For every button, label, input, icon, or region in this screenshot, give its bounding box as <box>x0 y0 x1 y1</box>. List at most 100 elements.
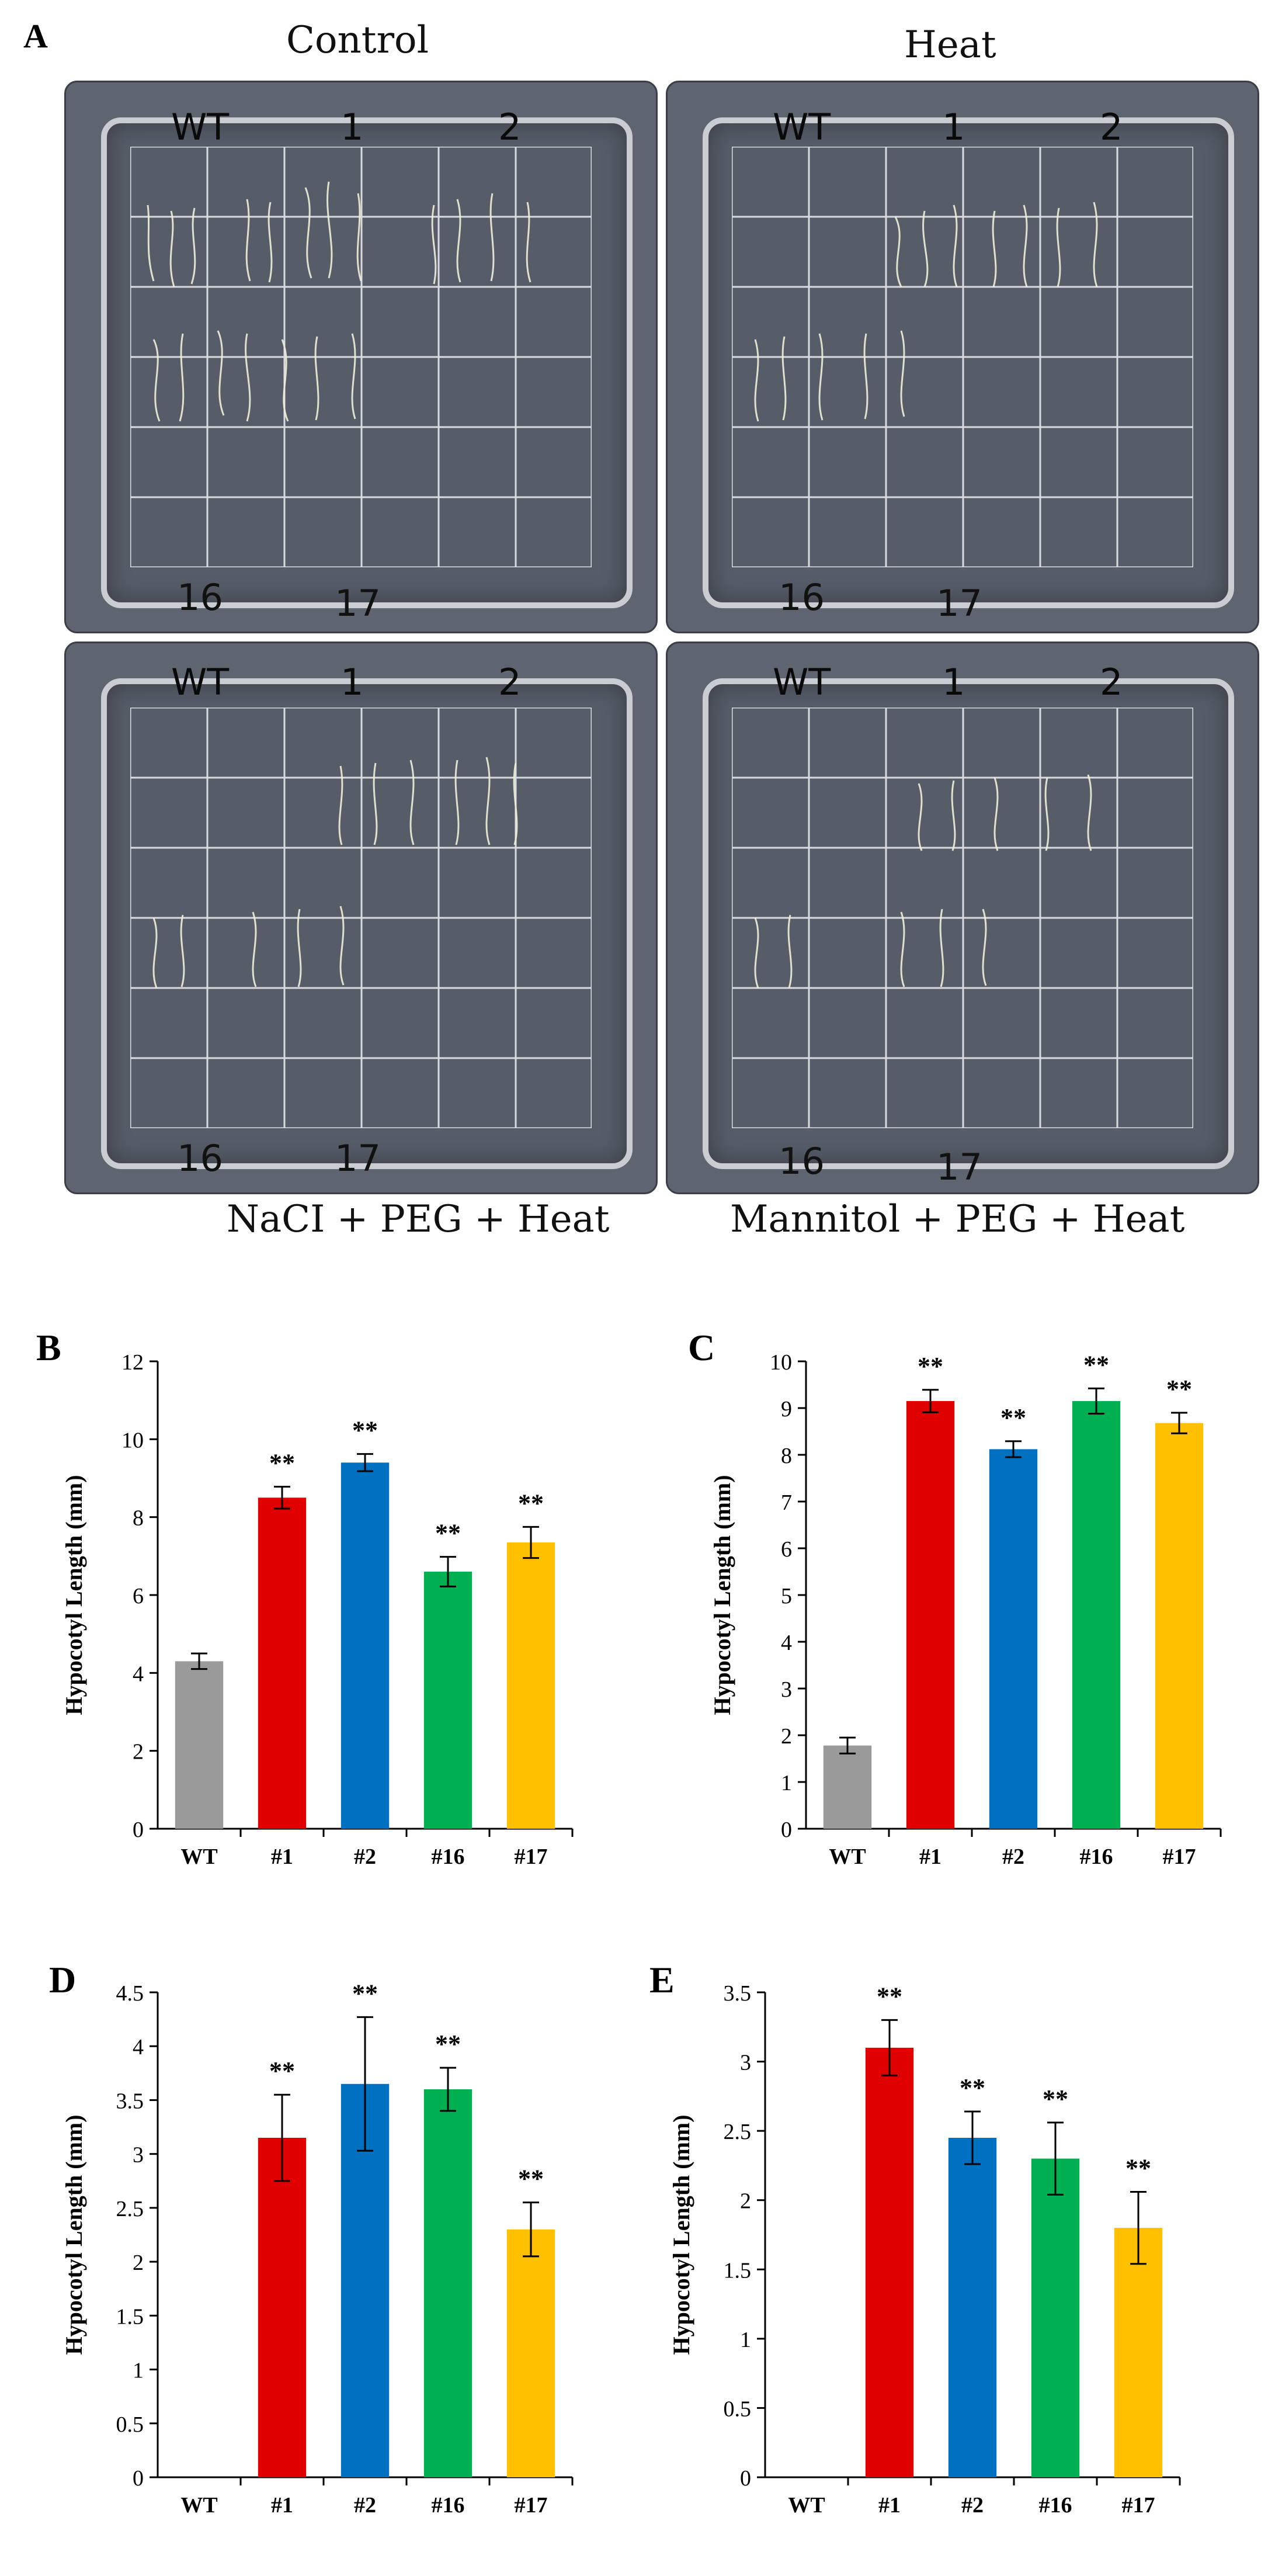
x-tick-label: #17 <box>515 1845 548 1869</box>
y-tick-label: 1 <box>740 2328 751 2352</box>
plate-dish <box>703 678 1234 1169</box>
y-axis-label: Hypocotyl Length (mm) <box>61 2114 87 2355</box>
x-tick-label: #1 <box>919 1845 942 1869</box>
y-tick-label: 3.5 <box>116 2089 144 2113</box>
y-tick-label: 12 <box>121 1350 144 1375</box>
y-tick-label: 2 <box>133 1740 144 1764</box>
bar-line-16 <box>1031 2158 1080 2477</box>
x-tick-label: WT <box>829 1845 866 1869</box>
chart-panel-c: Hypocotyl Length (mm) 0 1 2 3 4 5 6 7 8 9 10 WT #1 ** #… <box>709 1350 1222 1869</box>
y-tick-label: 4.5 <box>116 1981 144 2006</box>
y-tick-label: 0.5 <box>116 2412 144 2437</box>
bar-line-16 <box>423 2089 473 2477</box>
y-tick-label: 4 <box>781 1631 792 1655</box>
plate-grid-lines <box>732 708 1193 1128</box>
plate-photo-grid: WT 1 2 16 17 WT 1 2 16 17 <box>64 63 1273 1208</box>
chart-panel-d: Hypocotyl Length (mm) 0 0.5 1 1.5 2 2.5 3 3.5 4 4.… <box>61 1979 574 2518</box>
y-tick-label: 4 <box>133 2035 144 2060</box>
bar-line-1 <box>258 2138 307 2477</box>
bar-line-1 <box>865 2047 914 2477</box>
y-tick-label: 9 <box>781 1397 792 1422</box>
plate-label-line-2: 2 <box>1100 106 1123 148</box>
chart-panel-b: Hypocotyl Length (mm) 0 2 4 6 8 10 12 WT #1 ** #2 **… <box>61 1350 574 1869</box>
plate-label-line-17: 17 <box>936 582 982 625</box>
y-tick-label: 2 <box>740 2189 751 2214</box>
significance-mark: ** <box>1043 2085 1068 2113</box>
y-tick-label: 2 <box>781 1724 792 1749</box>
x-tick-label: #2 <box>354 1845 376 1869</box>
condition-label-mannitol-peg-heat: Mannitol + PEG + Heat <box>730 1198 1185 1241</box>
condition-label-naci-peg-heat: NaCI + PEG + Heat <box>227 1198 610 1241</box>
significance-mark: ** <box>1125 2154 1151 2182</box>
y-tick-label: 2.5 <box>116 2197 144 2221</box>
y-tick-label: 8 <box>133 1506 144 1531</box>
significance-mark: ** <box>1166 1375 1192 1403</box>
bar-line-17 <box>1155 1423 1204 1829</box>
plate-label-line-1: 1 <box>942 106 965 148</box>
x-tick-label: #1 <box>271 1845 293 1869</box>
y-tick-label: 0 <box>781 1818 792 1842</box>
y-tick-label: 0 <box>133 1818 144 1842</box>
significance-mark: ** <box>1083 1350 1109 1379</box>
y-tick-label: 2 <box>133 2251 144 2275</box>
plate-dish <box>101 117 633 608</box>
plate-label-line-2: 2 <box>1100 661 1123 703</box>
bar-line-17 <box>1114 2228 1163 2477</box>
plate-label-line-16: 16 <box>779 576 825 619</box>
x-tick-label: #16 <box>432 2493 465 2518</box>
panel-d-letter: D <box>49 1959 77 2001</box>
x-tick-label: #2 <box>354 2493 376 2518</box>
y-axis-label: Hypocotyl Length (mm) <box>709 1475 735 1715</box>
y-tick-label: 10 <box>121 1428 144 1452</box>
plate-label-line-17: 17 <box>335 1137 381 1180</box>
condition-label-heat: Heat <box>904 23 996 67</box>
plate-grid-lines <box>130 708 592 1128</box>
plate-label-line-16: 16 <box>779 1140 825 1183</box>
plate-heat: WT 1 2 16 17 <box>666 81 1259 633</box>
y-tick-label: 3 <box>133 2143 144 2168</box>
x-tick-label: #2 <box>1002 1845 1024 1869</box>
plate-label-wt: WT <box>171 661 230 703</box>
significance-mark: ** <box>435 2030 461 2058</box>
x-tick-label: WT <box>180 2493 217 2518</box>
significance-mark: ** <box>352 1979 378 2008</box>
plate-label-line-1: 1 <box>942 661 965 703</box>
significance-mark: ** <box>960 2074 985 2102</box>
bar-line-17 <box>506 2229 555 2477</box>
panel-e-letter: E <box>649 1959 675 2001</box>
y-tick-label: 10 <box>770 1350 792 1375</box>
x-tick-label: #16 <box>432 1845 465 1869</box>
x-tick-label: #1 <box>271 2493 293 2518</box>
plate-label-wt: WT <box>773 106 831 148</box>
bar-line-16 <box>1072 1401 1121 1829</box>
plate-mannitol-peg-heat: WT 1 2 16 17 <box>666 642 1259 1194</box>
panel-a-letter: A <box>23 17 48 55</box>
y-tick-label: 0 <box>133 2466 144 2491</box>
y-tick-label: 6 <box>133 1584 144 1608</box>
y-tick-label: 1.5 <box>116 2304 144 2329</box>
y-tick-label: 4 <box>133 1662 144 1686</box>
plate-label-line-16: 16 <box>177 576 223 619</box>
y-tick-label: 1.5 <box>724 2258 752 2283</box>
x-tick-label: WT <box>180 1845 217 1869</box>
panel-c-letter: C <box>688 1327 715 1368</box>
bar-line-2 <box>989 1449 1038 1829</box>
significance-mark: ** <box>269 1449 295 1478</box>
y-tick-label: 3 <box>781 1677 792 1702</box>
plate-control: WT 1 2 16 17 <box>64 81 658 633</box>
bar-wt <box>175 1661 224 1829</box>
plate-naci-peg-heat: WT 1 2 16 17 <box>64 642 658 1194</box>
condition-label-control: Control <box>286 19 429 62</box>
y-tick-label: 6 <box>781 1537 792 1562</box>
plate-label-wt: WT <box>171 106 230 148</box>
x-tick-label: #1 <box>878 2493 901 2518</box>
y-tick-label: 2.5 <box>724 2120 752 2144</box>
x-tick-label: #16 <box>1080 1845 1113 1869</box>
y-tick-label: 3.5 <box>724 1981 752 2006</box>
y-tick-label: 0.5 <box>724 2397 752 2421</box>
plate-label-wt: WT <box>773 661 831 703</box>
significance-mark: ** <box>877 1982 902 2010</box>
chart-panel-e: Hypocotyl Length (mm) 0 0.5 1 1.5 2 2.5 3 3.5 WT #… <box>668 1981 1181 2518</box>
panel-b-letter: B <box>36 1327 61 1368</box>
bar-line-2 <box>948 2138 997 2477</box>
